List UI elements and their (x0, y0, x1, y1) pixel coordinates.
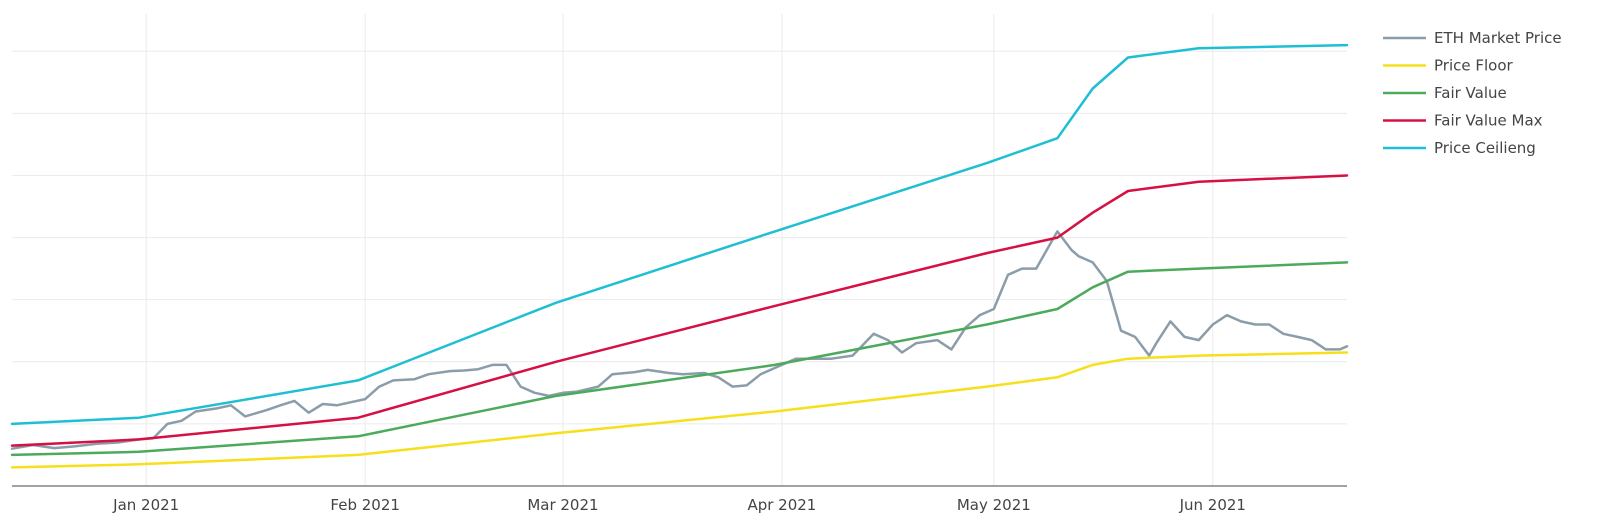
legend-label: Fair Value Max (1434, 112, 1543, 130)
x-axis-ticks: Jan 2021 Feb 2021 Mar 2021 Apr 2021 May 2021… (112, 496, 1246, 514)
legend[interactable]: ETH Market Price Price Floor Fair Value Fai… (1383, 29, 1562, 157)
gridlines (12, 14, 1347, 486)
x-tick-label: Jun 2021 (1179, 496, 1246, 514)
x-tick-label: Apr 2021 (747, 496, 816, 514)
series-line-eth-market-price (10, 230, 1349, 450)
series-line-price-floor (10, 351, 1349, 469)
legend-item-price-ceilieng[interactable]: Price Ceilieng (1383, 139, 1536, 157)
legend-label: Fair Value (1434, 84, 1507, 102)
legend-label: Price Floor (1434, 57, 1514, 75)
legend-label: ETH Market Price (1434, 29, 1562, 47)
x-tick-label: Jan 2021 (112, 496, 179, 514)
series-line-fair-value (10, 261, 1349, 457)
x-tick-label: Feb 2021 (330, 496, 400, 514)
legend-item-price-floor[interactable]: Price Floor (1383, 57, 1514, 75)
legend-item-fair-value-max[interactable]: Fair Value Max (1383, 112, 1543, 130)
series-line-price-ceilieng (10, 43, 1349, 426)
series-lines (10, 43, 1349, 469)
x-tick-label: May 2021 (957, 496, 1031, 514)
legend-item-fair-value[interactable]: Fair Value (1383, 84, 1507, 102)
legend-item-eth-market-price[interactable]: ETH Market Price (1383, 29, 1562, 47)
legend-label: Price Ceilieng (1434, 139, 1536, 157)
series-line-fair-value-max (10, 174, 1349, 447)
x-tick-label: Mar 2021 (527, 496, 598, 514)
